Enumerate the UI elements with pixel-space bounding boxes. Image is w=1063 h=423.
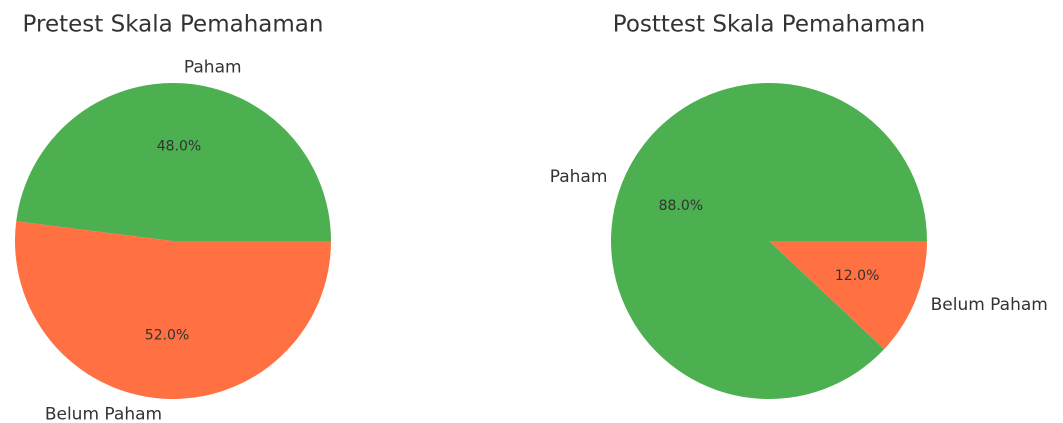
pie-slice — [769, 241, 927, 350]
pie-slice — [15, 221, 332, 399]
value-label: 88.0% — [659, 198, 703, 214]
slice-label: Belum Paham — [931, 295, 1048, 315]
value-label: 52.0% — [145, 328, 189, 344]
pie-slice — [16, 82, 331, 241]
slice-label: Belum Paham — [45, 404, 162, 423]
value-label: 48.0% — [157, 138, 201, 154]
value-label: 12.0% — [835, 268, 879, 284]
chart-title: Posttest Skala Pemahaman — [613, 12, 925, 38]
slice-label: Paham — [550, 167, 608, 187]
slice-label: Paham — [184, 58, 242, 78]
chart-title: Pretest Skala Pemahaman — [23, 12, 324, 38]
